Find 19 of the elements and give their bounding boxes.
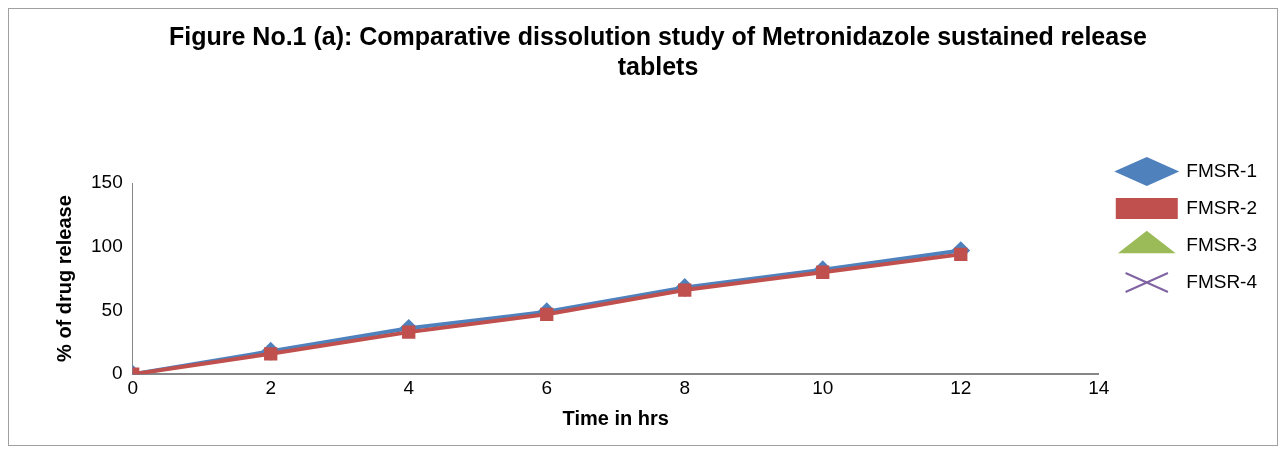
x-tick-label: 6 — [541, 376, 553, 398]
y-tick-label: 150 — [91, 171, 123, 193]
legend-label: FMSR-4 — [1186, 270, 1258, 292]
x-tick-label: 2 — [265, 376, 276, 398]
legend-label: FMSR-2 — [1186, 196, 1258, 218]
y-axis-title: % of drug release — [52, 195, 75, 362]
x-tick-label: 4 — [403, 376, 415, 398]
x-tick-label: 14 — [1088, 376, 1110, 398]
x-tick-label: 12 — [950, 376, 972, 398]
chart-title: Figure No.1 (a): Comparative dissolution study of Metronidazole sustained release tablets — [169, 21, 1148, 80]
legend-label: FMSR-3 — [1186, 233, 1258, 255]
x-axis-title: Time in hrs — [562, 406, 669, 429]
x-tick-label: 0 — [127, 376, 138, 398]
y-tick-label: 0 — [112, 362, 123, 384]
x-tick-label: 8 — [679, 376, 691, 398]
x-tick-label: 10 — [812, 376, 834, 398]
legend-label: FMSR-1 — [1186, 159, 1258, 181]
y-tick-label: 100 — [91, 234, 123, 256]
y-tick-label: 50 — [101, 298, 123, 320]
